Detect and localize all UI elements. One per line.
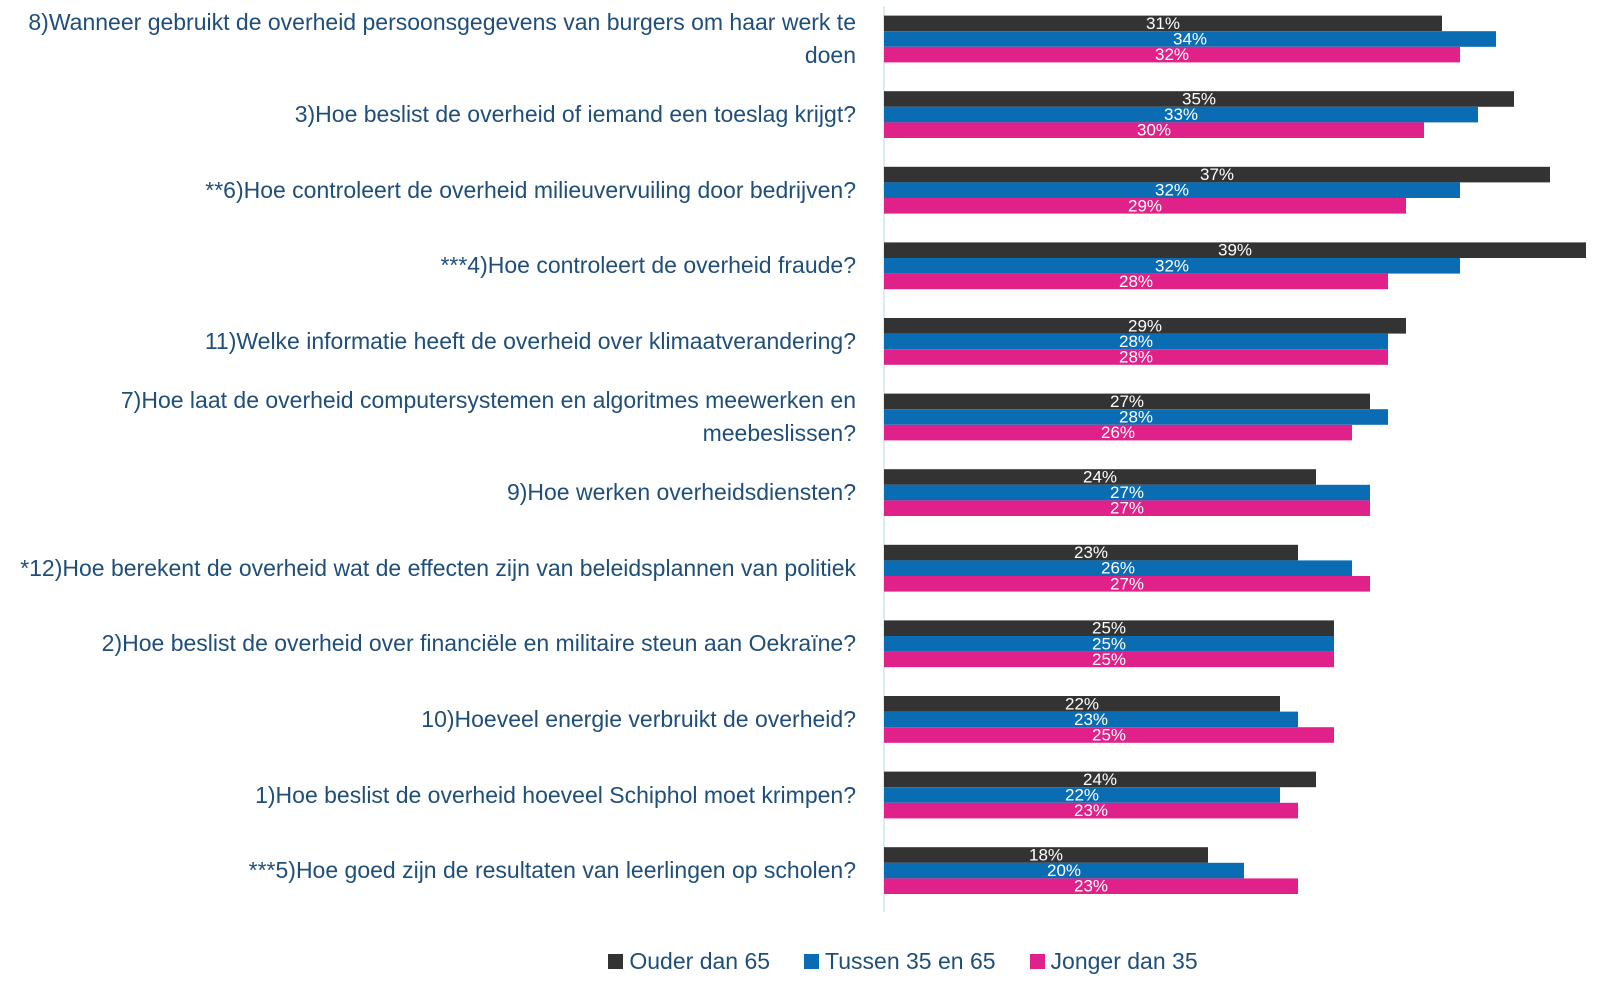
value-label: 26% [1101, 423, 1135, 442]
value-label: 25% [1092, 650, 1126, 669]
value-label: 33% [1164, 105, 1198, 124]
category-label: *12)Hoe berekent de overheid wat de effe… [20, 554, 856, 581]
bar [884, 771, 1316, 788]
bar [884, 636, 1334, 652]
value-label: 23% [1074, 801, 1108, 820]
bar [884, 122, 1424, 138]
value-label: 34% [1173, 29, 1207, 48]
bar [884, 847, 1208, 863]
value-label: 24% [1083, 467, 1117, 486]
value-label: 23% [1074, 543, 1108, 562]
category-label: 11)Welke informatie heeft de overheid ov… [204, 327, 856, 354]
bar [884, 469, 1316, 485]
value-label: 28% [1119, 272, 1153, 291]
bar [884, 242, 1586, 258]
legend-item: Jonger dan 35 [1029, 948, 1198, 975]
bar [884, 198, 1406, 214]
value-label: 26% [1101, 559, 1135, 578]
category-label: **6)Hoe controleert de overheid milieuve… [205, 176, 856, 203]
value-label: 27% [1110, 483, 1144, 502]
category-label: 2)Hoe beslist de overheid over financiël… [101, 630, 856, 657]
value-label: 37% [1200, 165, 1234, 184]
value-label: 25% [1092, 619, 1126, 638]
value-label: 27% [1110, 499, 1144, 518]
category-label: ***5)Hoe goed zijn de resultaten van lee… [248, 857, 856, 884]
value-label: 31% [1146, 14, 1180, 33]
value-label: 24% [1083, 770, 1117, 789]
value-label: 27% [1110, 392, 1144, 411]
bar [884, 878, 1298, 894]
value-label: 30% [1137, 121, 1171, 140]
bar [884, 31, 1496, 47]
bar [884, 46, 1460, 63]
bar [884, 106, 1478, 123]
legend-item: Tussen 35 en 65 [804, 948, 996, 975]
category-label: 3)Hoe beslist de overheid of iemand een … [294, 101, 856, 128]
value-label: 39% [1218, 241, 1252, 260]
value-label: 29% [1128, 316, 1162, 335]
value-label: 35% [1182, 89, 1216, 108]
category-label: ***4)Hoe controleert de overheid fraude? [440, 252, 856, 279]
value-label: 22% [1065, 694, 1099, 713]
bar [884, 500, 1370, 516]
value-label: 32% [1155, 256, 1189, 275]
value-label: 25% [1092, 725, 1126, 744]
legend-item: Ouder dan 65 [608, 948, 770, 975]
bar [884, 802, 1298, 819]
bar [884, 273, 1388, 290]
legend-swatch [804, 954, 820, 969]
category-label: 1)Hoe beslist de overheid hoeveel Schiph… [255, 781, 856, 808]
bar [884, 393, 1370, 410]
value-label: 27% [1110, 574, 1144, 593]
bar [884, 424, 1352, 441]
bar [884, 560, 1352, 576]
value-label: 23% [1074, 710, 1108, 729]
bar [884, 696, 1280, 712]
value-label: 22% [1065, 785, 1099, 804]
bar [884, 576, 1370, 592]
value-label: 28% [1119, 347, 1153, 366]
value-label: 28% [1119, 332, 1153, 351]
value-label: 32% [1155, 181, 1189, 200]
legend-label: Tussen 35 en 65 [825, 948, 996, 974]
legend-label: Ouder dan 65 [629, 948, 771, 974]
legend: Ouder dan 65 Tussen 35 en 65 Jonger dan 35 [0, 948, 1601, 975]
bar [884, 787, 1280, 803]
bar [884, 333, 1388, 350]
bar [884, 91, 1514, 107]
category-label: 8)Wanneer gebruikt de overheid persoonsg… [28, 9, 856, 68]
bar [884, 15, 1442, 32]
legend-swatch [608, 954, 624, 969]
legend-label: Jonger dan 35 [1050, 948, 1198, 974]
value-label: 20% [1047, 861, 1081, 880]
value-label: 18% [1029, 845, 1063, 864]
category-label: 7)Hoe laat de overheid computersystemen … [120, 387, 856, 446]
value-label: 29% [1128, 196, 1162, 215]
value-label: 32% [1155, 45, 1189, 64]
value-label: 25% [1092, 634, 1126, 653]
bar [884, 862, 1244, 879]
value-label: 28% [1119, 407, 1153, 426]
category-label: 10)Hoeveel energie verbruikt de overheid… [421, 705, 856, 732]
bar [884, 544, 1298, 561]
bar [884, 484, 1370, 501]
legend-swatch [1029, 954, 1045, 969]
value-label: 23% [1074, 877, 1108, 896]
bar [884, 258, 1460, 274]
bar [884, 409, 1388, 425]
bar [884, 711, 1298, 728]
bar [884, 318, 1406, 334]
bar [884, 620, 1334, 636]
bar [884, 727, 1334, 743]
category-label: 9)Hoe werken overheidsdiensten? [506, 479, 856, 506]
bar [884, 349, 1388, 365]
bar [884, 182, 1460, 198]
bar [884, 166, 1550, 183]
bar [884, 651, 1334, 668]
